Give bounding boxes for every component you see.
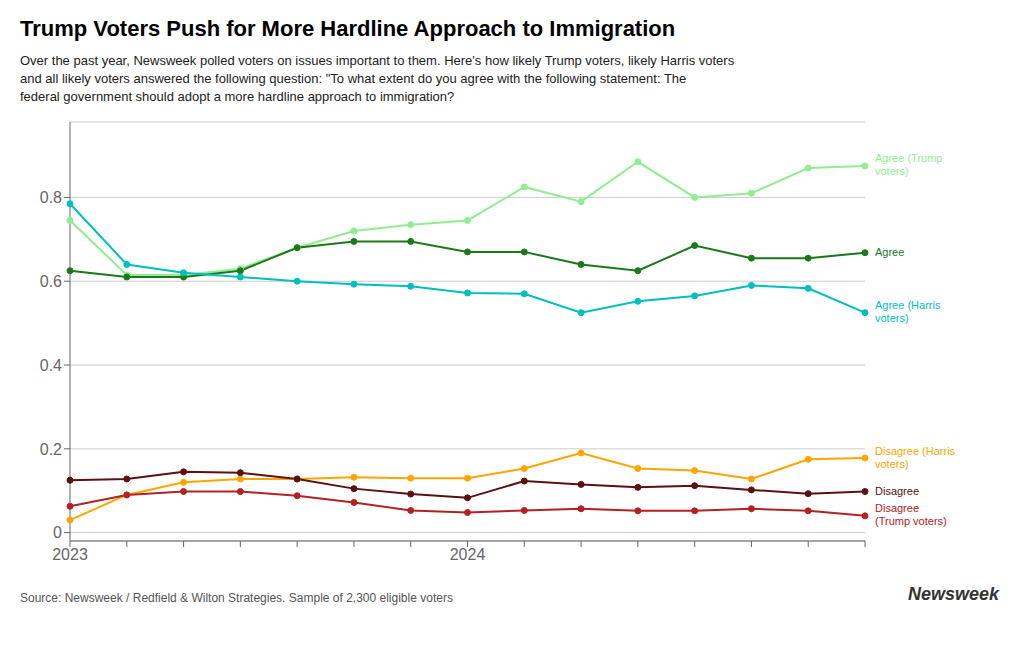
svg-text:2024: 2024 bbox=[450, 546, 486, 563]
svg-text:Disagree(Trump voters): Disagree(Trump voters) bbox=[875, 502, 947, 527]
html-text:Source: Newsweek / Redfield &: Source: Newsweek / Redfield & Wilton Str… bbox=[20, 591, 453, 605]
html-text:Over the past year, Newsweek p: Over the past year, Newsweek polled vote… bbox=[20, 53, 735, 68]
svg-text:0.2: 0.2 bbox=[40, 441, 62, 458]
svg-text:0.8: 0.8 bbox=[40, 189, 62, 206]
svg-text:Agree: Agree bbox=[875, 246, 904, 258]
svg-text:2023: 2023 bbox=[52, 546, 88, 563]
svg-text:Disagree (Harrisvoters): Disagree (Harrisvoters) bbox=[875, 444, 956, 469]
html-text:federal government should adop: federal government should adopt a more h… bbox=[20, 89, 455, 104]
svg-text:Agree (Trumpvoters): Agree (Trumpvoters) bbox=[875, 152, 942, 177]
svg-text:0.6: 0.6 bbox=[40, 273, 62, 290]
html-text:and all likely voters answered: and all likely voters answered the follo… bbox=[20, 71, 687, 86]
svg-text:Agree (Harrisvoters): Agree (Harrisvoters) bbox=[875, 299, 941, 324]
svg-text:0.4: 0.4 bbox=[40, 357, 62, 374]
svg-text:Disagree: Disagree bbox=[875, 484, 919, 496]
html-text:Newsweek: Newsweek bbox=[907, 584, 999, 604]
html-text:Trump Voters Push for More Har: Trump Voters Push for More Hardline Appr… bbox=[20, 16, 676, 41]
svg-text:0: 0 bbox=[53, 524, 62, 541]
